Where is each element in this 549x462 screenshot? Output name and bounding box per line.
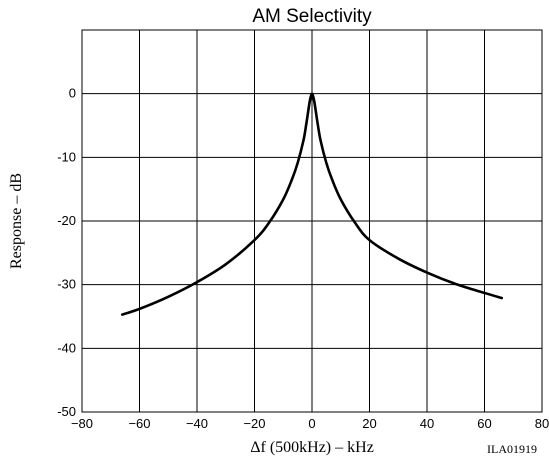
x-tick-label: −40 — [186, 416, 208, 431]
chart-title: AM Selectivity — [252, 6, 372, 27]
x-tick-label: −20 — [243, 416, 265, 431]
y-tick-label: -10 — [57, 149, 76, 164]
plot-frame — [81, 29, 543, 413]
x-tick-labels: −80 −60 −40 −20 0 20 40 60 80 — [71, 416, 549, 431]
x-tick-label: 80 — [535, 416, 549, 431]
selectivity-curve — [120, 92, 504, 316]
x-tick-label: 20 — [362, 416, 376, 431]
figure-code: ILA01919 — [487, 442, 537, 456]
y-axis-label: Response – dB — [8, 173, 25, 269]
x-tick-label: −60 — [128, 416, 150, 431]
y-tick-label: -30 — [57, 277, 76, 292]
x-tick-label: −80 — [71, 416, 93, 431]
x-tick-label: 60 — [477, 416, 491, 431]
y-tick-label: -40 — [57, 340, 76, 355]
y-tick-label: -20 — [57, 213, 76, 228]
y-tick-labels: 0 -10 -20 -30 -40 -50 — [57, 86, 76, 419]
y-tick-label: -50 — [57, 404, 76, 419]
x-tick-label: 40 — [420, 416, 434, 431]
x-tick-label: 0 — [308, 416, 315, 431]
grid-lines — [81, 30, 543, 413]
y-tick-label: 0 — [69, 86, 76, 101]
x-axis-label: Δf (500kHz) – kHz — [250, 439, 374, 456]
